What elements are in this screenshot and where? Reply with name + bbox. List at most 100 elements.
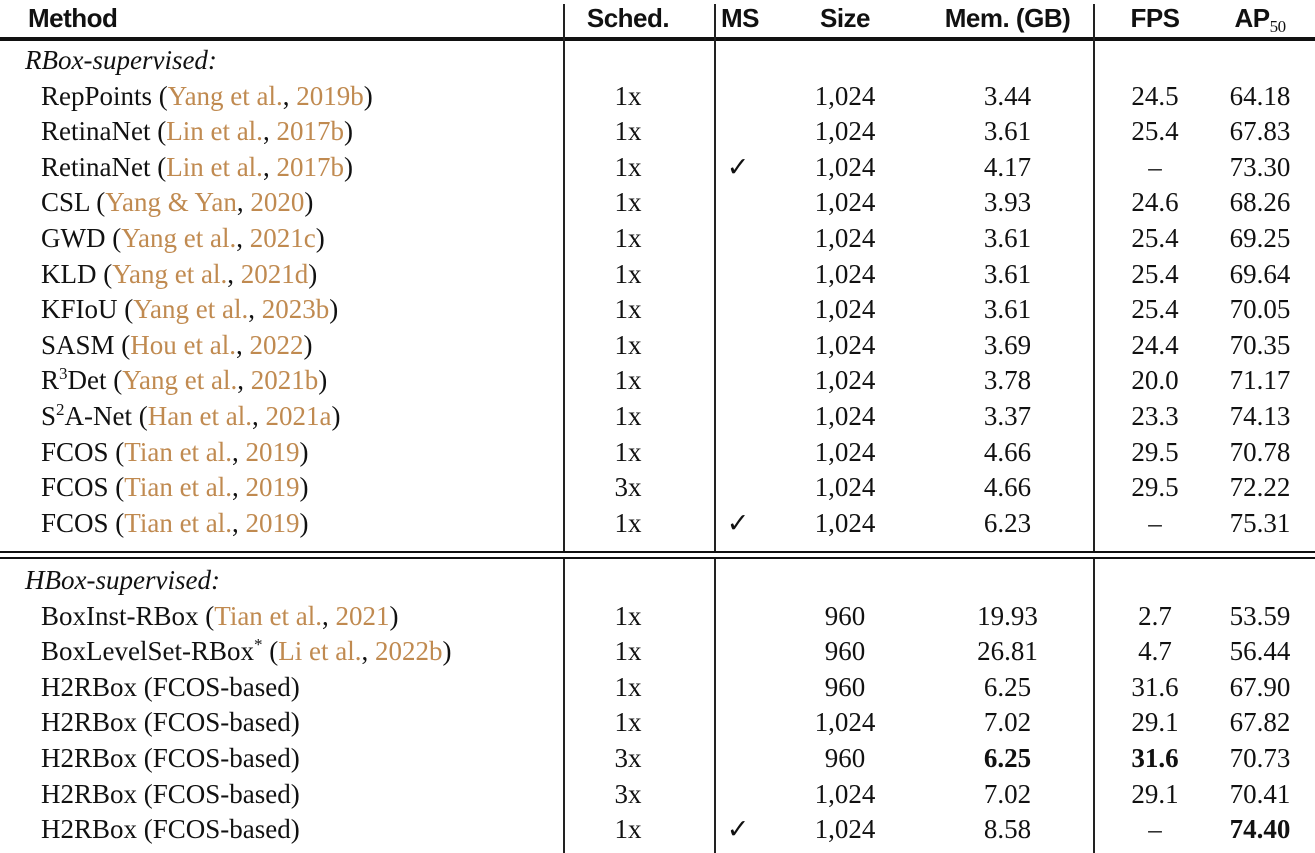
citation-year-link[interactable]: 2021c: [249, 223, 316, 253]
method-content: RetinaNet (Lin et al., 2017b): [25, 152, 353, 182]
sched-cell: 1x: [614, 636, 642, 667]
ms-checkmark-cell: ✓: [726, 507, 750, 538]
paren-open: (: [105, 223, 122, 253]
method-content: RetinaNet (Lin et al., 2017b): [25, 116, 353, 146]
ms-checkmark-cell: ✓: [726, 814, 750, 845]
paren-close: ): [442, 636, 452, 667]
method-name: H2RBox (FCOS-based): [41, 814, 300, 845]
method-cell: GWD (Yang et al., 2021c): [25, 220, 325, 256]
ms-checkmark-cell: [693, 220, 783, 256]
citation-year-link[interactable]: 2020: [250, 187, 305, 218]
paren-open: (: [89, 187, 106, 218]
size-cell: 1,024: [814, 778, 876, 809]
citation-author-link[interactable]: Yang et al.: [122, 365, 238, 396]
vline-ms-size: [714, 4, 716, 551]
citation-year-link[interactable]: 2019: [245, 436, 300, 467]
citation-year-link[interactable]: 2019: [245, 472, 300, 503]
citation-year-link[interactable]: 2022: [249, 329, 304, 360]
method-cell: H2RBox (FCOS-based): [25, 704, 300, 740]
fps-cell: 24.6: [1131, 187, 1179, 218]
size-cell: 1,024: [814, 294, 876, 325]
vline-method-sched: [563, 4, 565, 551]
ms-checkmark-cell: [693, 256, 783, 292]
citation-year-link[interactable]: 2019: [245, 507, 300, 538]
sched-cell: 1x: [614, 329, 642, 360]
size-cell: 1,024: [814, 223, 876, 253]
citation-author-link[interactable]: Tian et al.: [124, 472, 233, 503]
size-cell: 1,024: [814, 151, 876, 182]
paren-close: ): [299, 472, 309, 503]
table-row: BoxLevelSet-RBox* (Li et al., 2022b) 1x 96…: [0, 633, 1315, 669]
citation-separator: ,: [237, 365, 251, 396]
mem-cell: 4.66: [983, 436, 1032, 467]
table-header-row: Method Sched. MS Size Mem. (GB) FPS AP50: [0, 0, 1315, 36]
paren-open: (: [114, 329, 131, 360]
method-cell: H2RBox (FCOS-based): [25, 776, 300, 812]
sched-cell: 1x: [614, 294, 642, 325]
ap-cell: 67.83: [1229, 116, 1291, 147]
citation-author-link[interactable]: Tian et al.: [124, 436, 233, 467]
citation-author-link[interactable]: Li et al.: [278, 636, 362, 667]
citation-author-link[interactable]: Lin et al.: [166, 151, 263, 182]
ap-cell: 69.25: [1229, 223, 1291, 253]
method-content: RepPoints (Yang et al., 2019b): [25, 81, 373, 111]
citation-year-link[interactable]: 2017b: [276, 151, 344, 182]
ap-cell: 70.05: [1229, 294, 1291, 325]
citation-year-link[interactable]: 2021b: [250, 365, 319, 396]
mem-cell: 3.93: [983, 187, 1032, 218]
citation-author-link[interactable]: Yang et al.: [167, 80, 283, 111]
citation-separator: ,: [232, 507, 246, 538]
method-name: GWD: [41, 223, 106, 253]
citation-author-link[interactable]: Yang et al.: [112, 258, 228, 289]
method-name: Det: [67, 365, 107, 396]
mem-cell: 6.25: [983, 743, 1032, 773]
method-name: CSL: [41, 187, 90, 218]
fps-cell: 23.3: [1131, 401, 1179, 431]
ms-checkmark-cell: [693, 113, 783, 149]
citation-author-link[interactable]: Han et al.: [147, 401, 252, 431]
citation-author-link[interactable]: Yang et al.: [133, 294, 249, 325]
citation-year-link[interactable]: 2019b: [296, 80, 364, 111]
paren-close: ): [315, 223, 325, 253]
citation-author-link[interactable]: Tian et al.: [214, 600, 323, 631]
mem-cell: 19.93: [977, 600, 1038, 631]
citation-year-link[interactable]: 2021d: [240, 258, 309, 289]
mem-cell: 6.23: [983, 507, 1032, 538]
method-name: H2RBox (FCOS-based): [41, 707, 300, 738]
header-method: Method: [28, 3, 118, 33]
citation-author-link[interactable]: Tian et al.: [124, 507, 233, 538]
citation-author-link[interactable]: Yang & Yan: [105, 187, 237, 218]
citation-author-link[interactable]: Lin et al.: [166, 116, 263, 147]
citation-year-link[interactable]: 2017b: [276, 116, 344, 147]
citation-separator: ,: [322, 600, 336, 631]
size-cell: 1,024: [814, 472, 876, 503]
header-ms: MS: [721, 3, 760, 33]
size-cell: 1,024: [814, 401, 876, 431]
citation-year-link[interactable]: 2021: [335, 600, 390, 631]
section-title: RBox-supervised:: [25, 45, 217, 75]
paren-close: ): [389, 600, 399, 631]
table-row: KFIoU (Yang et al., 2023b) 1x 1,024 3.61 25.…: [0, 291, 1315, 327]
method-name: FCOS: [41, 436, 109, 467]
method-cell: RetinaNet (Lin et al., 2017b): [25, 149, 353, 185]
size-cell: 960: [824, 636, 866, 667]
citation-author-link[interactable]: Yang et al.: [121, 223, 237, 253]
ms-checkmark-cell: ✓: [726, 151, 750, 182]
method-content: BoxLevelSet-RBox* (Li et al., 2022b): [25, 636, 451, 666]
citation-year-link[interactable]: 2023b: [261, 294, 330, 325]
paren-close: ): [343, 151, 353, 182]
citation-author-link[interactable]: Hou et al.: [130, 329, 237, 360]
mem-cell: 3.61: [983, 258, 1032, 289]
sched-cell: 1x: [614, 401, 642, 431]
fps-cell: 25.4: [1131, 294, 1179, 325]
mem-cell: 8.58: [983, 814, 1032, 845]
paren-open: (: [117, 294, 134, 325]
citation-year-link[interactable]: 2021a: [265, 401, 332, 431]
citation-separator: ,: [236, 187, 251, 218]
citation-year-link[interactable]: 2022b: [374, 636, 443, 667]
method-name: A-Net: [64, 401, 133, 431]
paren-close: ): [329, 294, 339, 325]
table-row: FCOS (Tian et al., 2019) 3x 1,024 4.66 29.5 7…: [0, 469, 1315, 505]
fps-cell: 29.5: [1131, 472, 1179, 503]
